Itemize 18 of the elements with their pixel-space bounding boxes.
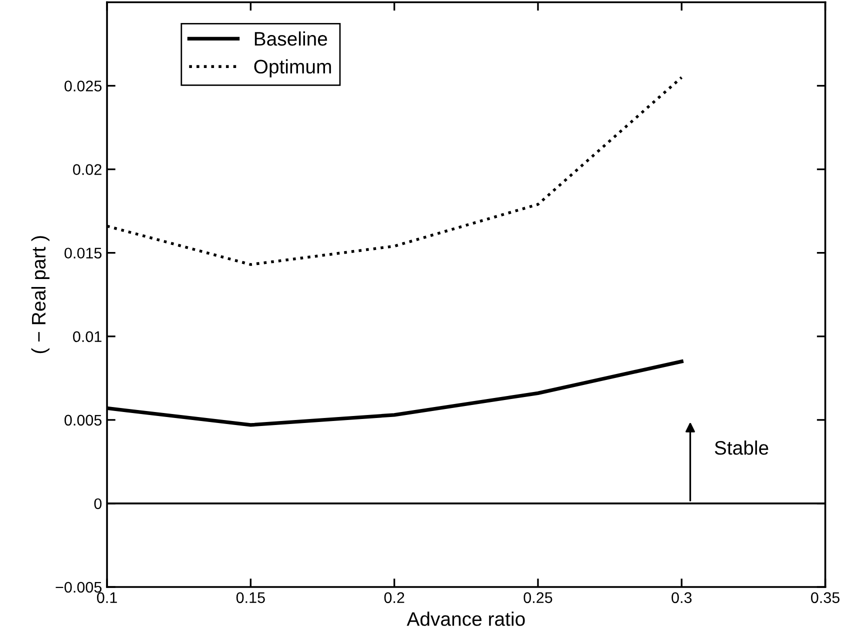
x-tick-label: 0.15 — [236, 592, 265, 604]
legend-label: Optimum — [254, 59, 331, 78]
y-axis-title: ( − Real part ) — [31, 236, 50, 354]
legend-label: Baseline — [254, 31, 328, 46]
y-tick-label: 0.005 — [64, 414, 102, 426]
x-tick-label: 0.3 — [672, 592, 692, 604]
annotation: Stable — [714, 440, 768, 455]
x-tick-label: 0.25 — [524, 592, 552, 604]
y-tick-label: 0.015 — [64, 248, 102, 259]
y-tick-label: −0.005 — [56, 582, 102, 593]
x-tick-label: 0.35 — [811, 592, 840, 604]
x-tick-label: 0.1 — [97, 592, 117, 604]
y-tick-label: 0.025 — [64, 80, 102, 92]
y-tick-label: 0 — [94, 498, 102, 510]
y-tick-label: 0.02 — [73, 164, 102, 175]
x-axis-title: Advance ratio — [406, 612, 525, 626]
y-tick-label: 0.01 — [73, 331, 102, 342]
x-tick-label: 0.2 — [384, 592, 404, 604]
